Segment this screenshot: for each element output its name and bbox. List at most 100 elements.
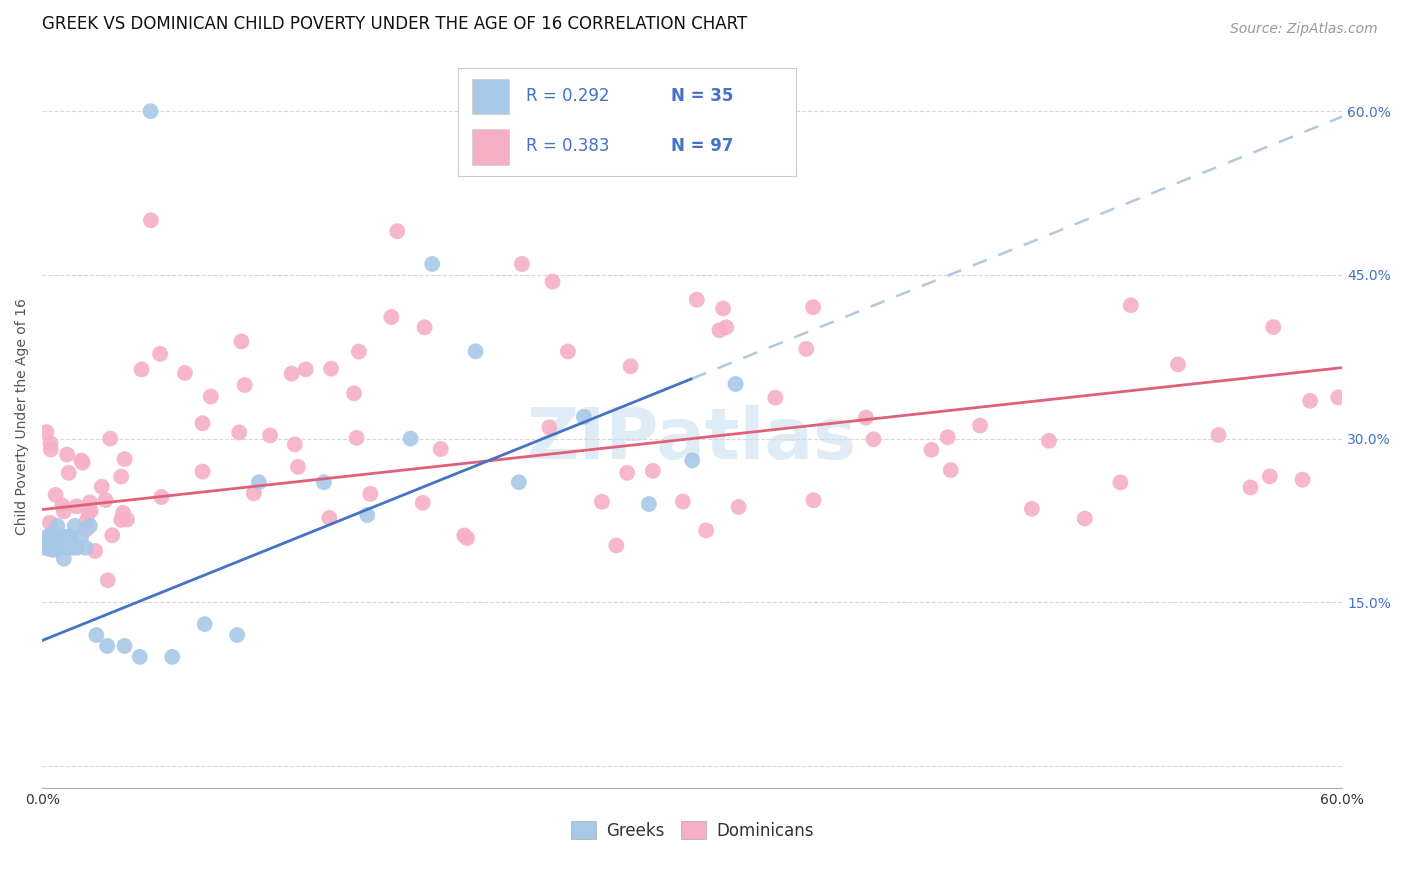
Point [70, 530, 93, 544]
Point [1258, 469, 1281, 483]
Text: GREEK VS DOMINICAN CHILD POVERTY UNDER THE AGE OF 16 CORRELATION CHART: GREEK VS DOMINICAN CHILD POVERTY UNDER T… [42, 15, 748, 33]
Point [936, 430, 959, 444]
Point [939, 463, 962, 477]
Point [284, 437, 307, 451]
Point [52, 551, 75, 566]
Point [347, 344, 370, 359]
Point [56, 448, 79, 462]
Point [70, 453, 93, 467]
Point [228, 425, 250, 440]
Point [51, 498, 73, 512]
Point [638, 497, 661, 511]
Point [969, 418, 991, 433]
Point [42, 541, 65, 555]
Point [90, 480, 112, 494]
Point [63, 519, 86, 533]
Point [359, 487, 381, 501]
Point [139, 104, 162, 119]
Point [862, 432, 884, 446]
Point [114, 452, 136, 467]
Point [672, 494, 695, 508]
Point [510, 257, 533, 271]
Point [1119, 298, 1142, 312]
Point [686, 293, 709, 307]
Point [42, 535, 65, 549]
Point [318, 511, 340, 525]
Point [620, 359, 643, 374]
Y-axis label: Child Poverty Under the Age of 16: Child Poverty Under the Age of 16 [15, 298, 30, 535]
Point [160, 649, 183, 664]
Point [84, 544, 107, 558]
Legend: Greeks, Dominicans: Greeks, Dominicans [564, 814, 820, 847]
Point [114, 639, 136, 653]
Point [72, 456, 94, 470]
Point [695, 524, 717, 538]
Point [1291, 473, 1313, 487]
Point [1038, 434, 1060, 448]
Point [46, 519, 69, 533]
Point [194, 617, 217, 632]
Point [39, 436, 62, 450]
Point [243, 486, 266, 500]
Point [96, 639, 118, 653]
Point [139, 213, 162, 227]
Point [605, 539, 627, 553]
Point [541, 275, 564, 289]
Point [557, 344, 579, 359]
Point [1263, 320, 1285, 334]
Point [724, 377, 747, 392]
Point [538, 420, 561, 434]
Point [226, 628, 249, 642]
Point [112, 506, 135, 520]
Point [191, 417, 214, 431]
Point [35, 425, 58, 439]
Point [76, 522, 98, 536]
Point [343, 386, 366, 401]
Point [453, 528, 475, 542]
Point [51, 530, 73, 544]
Point [727, 500, 749, 514]
Point [58, 466, 80, 480]
Point [1021, 501, 1043, 516]
Point [200, 389, 222, 403]
Point [380, 310, 402, 324]
Point [76, 514, 98, 528]
Point [94, 493, 117, 508]
Point [98, 432, 121, 446]
Point [794, 342, 817, 356]
Point [312, 475, 335, 490]
Point [1239, 480, 1261, 494]
Point [319, 361, 342, 376]
Point [65, 500, 87, 514]
Point [48, 541, 70, 555]
Point [55, 530, 77, 544]
Point [711, 301, 734, 316]
Point [58, 541, 80, 555]
Text: Source: ZipAtlas.com: Source: ZipAtlas.com [1230, 22, 1378, 37]
Point [259, 428, 281, 442]
Text: ZIPatlas: ZIPatlas [527, 404, 858, 474]
Point [42, 535, 65, 549]
Point [387, 224, 409, 238]
Point [1208, 428, 1230, 442]
Point [174, 366, 197, 380]
Point [39, 516, 62, 530]
Point [52, 504, 75, 518]
Point [801, 300, 824, 314]
Point [429, 442, 451, 456]
Point [572, 409, 595, 424]
Point [1327, 391, 1350, 405]
Point [1074, 511, 1097, 525]
Point [80, 503, 103, 517]
Point [38, 530, 60, 544]
Point [247, 475, 270, 490]
Point [1109, 475, 1132, 490]
Point [716, 320, 738, 334]
Point [110, 513, 132, 527]
Point [149, 347, 172, 361]
Point [399, 432, 422, 446]
Point [86, 628, 108, 642]
Point [97, 573, 120, 587]
Point [231, 334, 253, 349]
Point [616, 466, 638, 480]
